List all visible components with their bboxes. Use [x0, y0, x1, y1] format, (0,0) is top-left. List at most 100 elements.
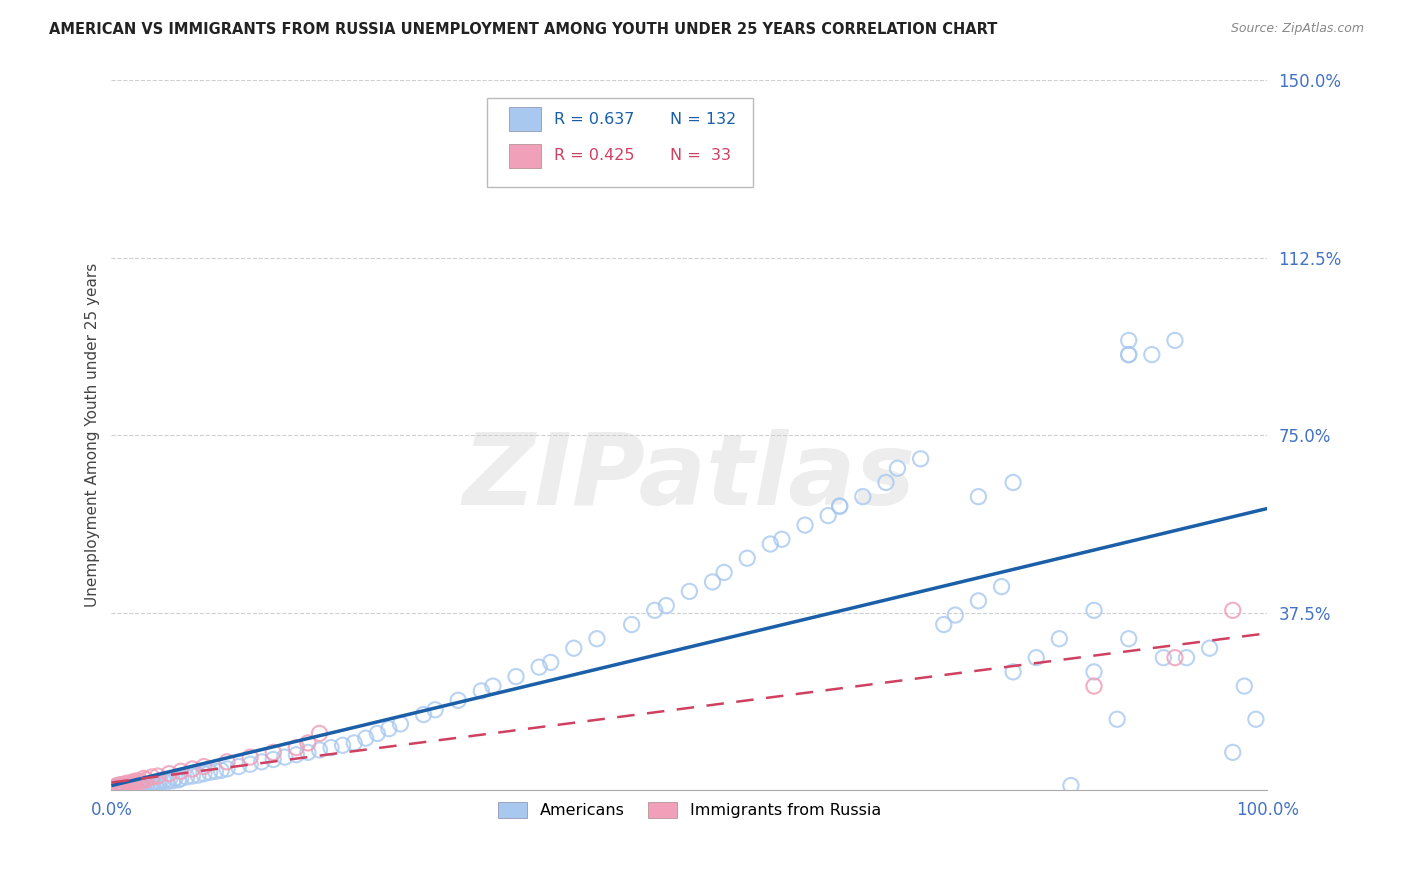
Point — [115, 779, 138, 793]
Point — [105, 779, 128, 793]
Point — [111, 780, 134, 795]
Point — [111, 779, 134, 793]
FancyBboxPatch shape — [509, 144, 541, 168]
Point — [852, 490, 875, 504]
Point — [285, 747, 308, 762]
Point — [620, 617, 643, 632]
Point — [124, 780, 146, 795]
Y-axis label: Unemployment Among Youth under 25 years: Unemployment Among Youth under 25 years — [86, 263, 100, 607]
Point — [239, 750, 262, 764]
Point — [107, 780, 129, 795]
Point — [308, 726, 330, 740]
Point — [103, 780, 125, 795]
Point — [967, 490, 990, 504]
Point — [1002, 665, 1025, 679]
Point — [138, 779, 160, 793]
Point — [118, 780, 141, 795]
Point — [193, 759, 215, 773]
Point — [285, 740, 308, 755]
Point — [118, 778, 141, 792]
Point — [1118, 632, 1140, 646]
Point — [470, 683, 492, 698]
Point — [1222, 745, 1244, 759]
Point — [505, 670, 527, 684]
Point — [702, 574, 724, 589]
Point — [713, 566, 735, 580]
Point — [118, 779, 141, 793]
Point — [655, 599, 678, 613]
Text: ZIPatlas: ZIPatlas — [463, 429, 915, 526]
Point — [209, 764, 232, 778]
Point — [1083, 679, 1105, 693]
Point — [828, 499, 851, 513]
Point — [828, 499, 851, 513]
Text: R = 0.425: R = 0.425 — [554, 148, 634, 163]
Point — [308, 743, 330, 757]
Point — [146, 776, 169, 790]
Point — [735, 551, 758, 566]
Point — [125, 778, 148, 792]
Point — [170, 772, 193, 786]
Point — [343, 736, 366, 750]
Point — [146, 769, 169, 783]
Point — [1244, 712, 1267, 726]
Point — [187, 768, 209, 782]
Point — [129, 780, 152, 795]
Point — [112, 779, 135, 793]
Point — [132, 772, 155, 786]
Point — [1233, 679, 1256, 693]
Point — [163, 772, 186, 786]
Point — [770, 533, 793, 547]
Point — [378, 722, 401, 736]
Point — [135, 779, 157, 793]
Point — [115, 776, 138, 790]
Text: AMERICAN VS IMMIGRANTS FROM RUSSIA UNEMPLOYMENT AMONG YOUTH UNDER 25 YEARS CORRE: AMERICAN VS IMMIGRANTS FROM RUSSIA UNEMP… — [49, 22, 998, 37]
Point — [111, 780, 134, 795]
Point — [1025, 650, 1047, 665]
Point — [389, 717, 412, 731]
FancyBboxPatch shape — [509, 107, 541, 131]
Point — [297, 736, 319, 750]
Point — [108, 780, 131, 795]
Point — [990, 580, 1012, 594]
Point — [274, 750, 297, 764]
Point — [132, 780, 155, 794]
Point — [131, 779, 153, 793]
Text: N = 132: N = 132 — [669, 112, 735, 127]
Point — [125, 780, 148, 794]
Point — [112, 780, 135, 795]
Point — [125, 780, 148, 795]
Point — [204, 764, 226, 779]
Point — [1222, 603, 1244, 617]
Point — [157, 772, 180, 787]
Point — [121, 780, 143, 795]
Text: R = 0.637: R = 0.637 — [554, 112, 634, 127]
Point — [105, 780, 128, 795]
FancyBboxPatch shape — [486, 98, 754, 186]
Point — [111, 779, 134, 793]
Point — [1118, 334, 1140, 348]
Point — [932, 617, 955, 632]
Point — [875, 475, 897, 490]
Point — [112, 778, 135, 792]
Point — [142, 776, 165, 790]
Point — [129, 779, 152, 793]
Point — [181, 762, 204, 776]
Point — [135, 772, 157, 787]
Point — [110, 778, 132, 792]
Point — [117, 780, 139, 794]
Point — [129, 774, 152, 789]
Point — [759, 537, 782, 551]
Point — [157, 766, 180, 780]
Point — [1164, 650, 1187, 665]
Point — [124, 779, 146, 793]
Point — [131, 780, 153, 794]
Point — [540, 656, 562, 670]
Point — [412, 707, 434, 722]
Point — [152, 773, 174, 788]
Point — [1140, 348, 1163, 362]
Point — [447, 693, 470, 707]
Point — [1083, 665, 1105, 679]
Point — [125, 773, 148, 788]
Point — [1152, 650, 1174, 665]
